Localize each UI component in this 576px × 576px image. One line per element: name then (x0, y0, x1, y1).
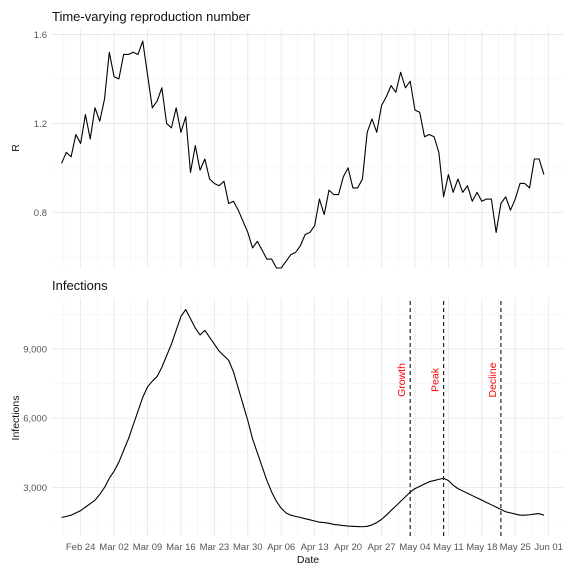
y-axis-label-r: R (10, 144, 22, 152)
x-ticks: Feb 24 Mar 02 Mar 09 Mar 16 Mar 23 Mar 30 Apr … (66, 542, 563, 553)
x-tick-label: Apr 27 (368, 542, 396, 553)
x-tick-label: Apr 13 (301, 542, 329, 553)
series-line-infections (61, 309, 545, 528)
x-tick-label: Mar 16 (166, 542, 196, 553)
panel-infections: Infections 3,000 6,000 9,000 Infections Gr… (10, 278, 563, 566)
x-tick-label: May 11 (433, 542, 463, 553)
y-tick-label: 6,000 (23, 414, 47, 425)
x-tick-label: Mar 09 (133, 542, 163, 553)
y-ticks-infections: 3,000 6,000 9,000 (23, 344, 47, 494)
panel-title-infections: Infections (52, 278, 108, 293)
x-tick-label: Apr 06 (267, 542, 295, 553)
y-tick-label: 1.6 (34, 30, 47, 41)
x-tick-label: Mar 30 (233, 542, 263, 553)
grid-r (52, 30, 563, 268)
x-tick-label: Jun 01 (534, 542, 563, 553)
panel-r: Time-varying reproduction number 0.8 1.2 1… (10, 9, 563, 269)
x-tick-label: Apr 20 (334, 542, 362, 553)
annotation-label: Peak (430, 367, 442, 392)
x-tick-label: Feb 24 (66, 542, 96, 553)
y-tick-label: 1.2 (34, 119, 47, 130)
annotation-label: Growth (396, 363, 408, 397)
x-axis-label: Date (297, 554, 319, 566)
annotation-label: Decline (487, 362, 499, 397)
x-tick-label: May 04 (399, 542, 430, 553)
x-tick-label: May 25 (500, 542, 531, 553)
y-tick-label: 3,000 (23, 483, 47, 494)
panel-title-r: Time-varying reproduction number (52, 9, 251, 24)
y-tick-label: 9,000 (23, 344, 47, 355)
x-tick-label: Mar 02 (99, 542, 129, 553)
y-tick-label: 0.8 (34, 208, 47, 219)
grid-infections (52, 298, 563, 536)
x-tick-label: May 18 (466, 542, 497, 553)
series-line-r (61, 40, 545, 269)
x-tick-label: Mar 23 (200, 542, 230, 553)
y-axis-label-infections: Infections (10, 396, 22, 441)
annotations: Growth Peak Decline (396, 301, 502, 536)
y-ticks-r: 0.8 1.2 1.6 (34, 30, 47, 219)
